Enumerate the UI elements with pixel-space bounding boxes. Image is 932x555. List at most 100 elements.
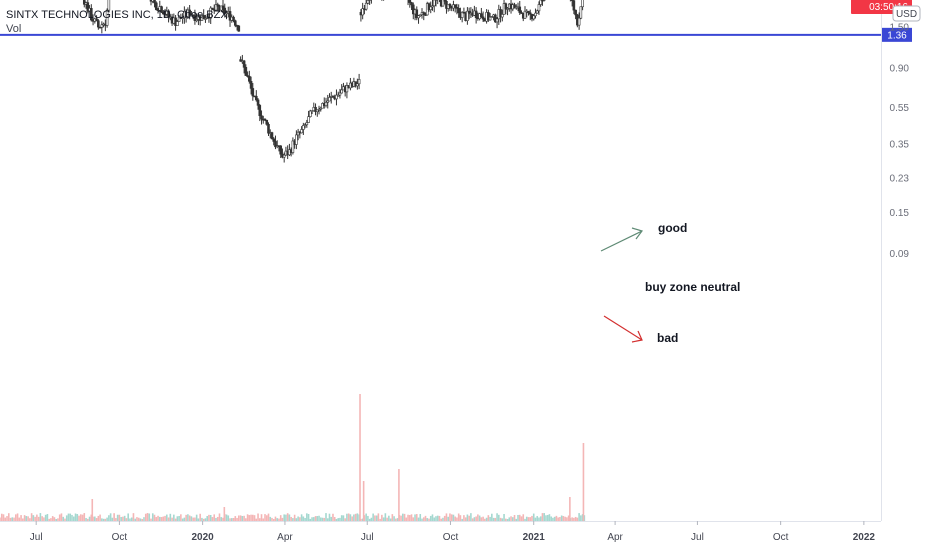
volume-bar bbox=[316, 516, 318, 521]
volume-bar bbox=[559, 517, 561, 521]
volume-bar bbox=[522, 514, 524, 521]
volume-bar bbox=[280, 515, 282, 521]
volume-bar bbox=[145, 514, 147, 521]
volume-bar bbox=[465, 517, 467, 521]
volume-bar bbox=[423, 517, 425, 521]
volume-bar bbox=[451, 514, 453, 521]
volume-bar bbox=[17, 513, 19, 521]
volume-bar bbox=[503, 514, 505, 521]
volume-bar bbox=[439, 516, 441, 521]
time-tick-label: Jul bbox=[361, 532, 374, 543]
volume-bar bbox=[454, 517, 456, 521]
candle-body bbox=[306, 123, 308, 125]
volume-bar-spike bbox=[583, 443, 585, 521]
volume-bar bbox=[332, 514, 334, 521]
volume-bar bbox=[254, 515, 256, 521]
volume-bar bbox=[549, 514, 551, 521]
volume-bar bbox=[285, 515, 287, 521]
volume-bar bbox=[376, 516, 378, 521]
volume-bar bbox=[87, 519, 89, 521]
annotation-neutral: buy zone neutral bbox=[645, 280, 740, 294]
volume-bar bbox=[69, 514, 71, 521]
volume-bar bbox=[371, 518, 373, 521]
volume-bar bbox=[50, 518, 52, 521]
currency-box[interactable]: USD bbox=[893, 6, 920, 21]
volume-bar bbox=[571, 517, 573, 521]
volume-bar bbox=[550, 516, 552, 521]
volume-bar bbox=[191, 516, 193, 521]
volume-bar-spike bbox=[569, 497, 571, 521]
volume-bar bbox=[203, 519, 205, 521]
volume-bar bbox=[52, 516, 54, 521]
candle-body bbox=[267, 124, 269, 133]
volume-bar bbox=[76, 514, 78, 521]
volume-bar bbox=[10, 518, 12, 521]
volume-bar bbox=[148, 514, 150, 521]
candle-body bbox=[271, 133, 273, 139]
volume-bar bbox=[20, 515, 22, 521]
volume-bar bbox=[296, 518, 298, 521]
candle-body bbox=[257, 100, 259, 105]
volume-bar bbox=[43, 517, 45, 521]
volume-bar bbox=[64, 519, 66, 521]
volume-bar bbox=[322, 518, 324, 521]
volume-bar bbox=[3, 514, 5, 521]
candle-body bbox=[248, 76, 250, 81]
volume-bar bbox=[365, 514, 367, 521]
volume-bar bbox=[54, 517, 56, 521]
volume-bar-spike bbox=[91, 499, 93, 521]
volume-bar bbox=[119, 515, 121, 521]
volume-bar bbox=[542, 513, 544, 521]
price-tick-label: 0.90 bbox=[890, 64, 910, 75]
volume-bar bbox=[226, 514, 228, 521]
volume-bar bbox=[327, 518, 329, 521]
volume-bar bbox=[426, 518, 428, 521]
volume-bar bbox=[78, 516, 80, 521]
volume-bar bbox=[552, 518, 554, 521]
volume-bar bbox=[419, 514, 421, 521]
volume-bar bbox=[240, 515, 242, 521]
volume-bar bbox=[488, 515, 490, 521]
volume-bar bbox=[163, 517, 165, 521]
volume-bar bbox=[475, 516, 477, 521]
volume-bar bbox=[390, 518, 392, 521]
volume-bar bbox=[164, 516, 166, 521]
volume-indicator-label[interactable]: Vol bbox=[6, 22, 228, 36]
volume-bar bbox=[112, 518, 114, 521]
volume-bar bbox=[120, 517, 122, 521]
volume-bar bbox=[124, 516, 126, 521]
volume-bar bbox=[421, 519, 423, 521]
bad-arrow bbox=[604, 316, 642, 340]
volume-bar bbox=[406, 518, 408, 521]
volume-bar-spike bbox=[363, 481, 365, 521]
volume-bar bbox=[182, 518, 184, 521]
volume-bar bbox=[47, 514, 49, 521]
volume-bar bbox=[19, 518, 21, 521]
volume-bar bbox=[348, 513, 350, 521]
volume-bar bbox=[554, 517, 556, 521]
candle-body bbox=[252, 88, 254, 96]
volume-bar bbox=[529, 517, 531, 521]
volume-bar bbox=[33, 515, 35, 521]
volume-bar bbox=[48, 519, 50, 521]
volume-bar bbox=[136, 517, 138, 521]
volume-bar bbox=[275, 517, 277, 521]
volume-bar bbox=[467, 515, 469, 521]
volume-bar bbox=[311, 517, 313, 521]
volume-bar bbox=[491, 514, 493, 521]
volume-bar bbox=[440, 519, 442, 521]
candle-body bbox=[325, 102, 327, 105]
volume-bar bbox=[85, 518, 87, 521]
volume-bar bbox=[199, 514, 201, 521]
volume-bar bbox=[15, 514, 17, 521]
volume-bar bbox=[113, 513, 115, 521]
volume-bar bbox=[463, 515, 465, 521]
volume-bar bbox=[414, 514, 416, 521]
volume-bar bbox=[127, 513, 129, 521]
candle-body bbox=[482, 17, 484, 19]
volume-bar bbox=[468, 516, 470, 521]
